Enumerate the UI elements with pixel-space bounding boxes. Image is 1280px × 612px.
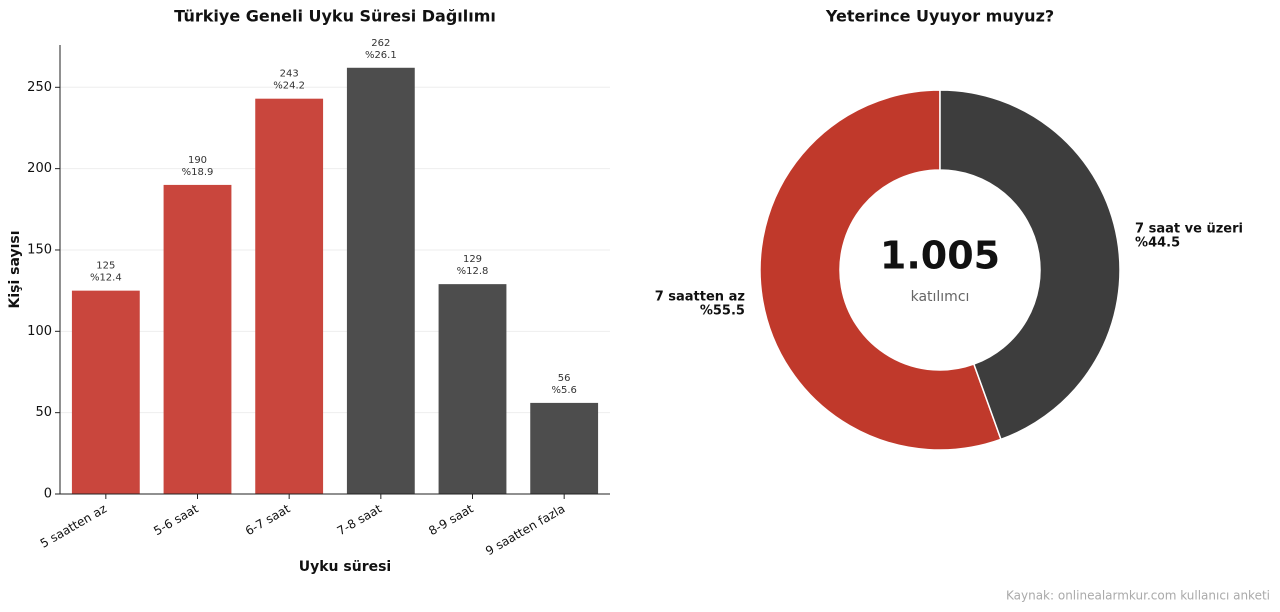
bar-value-label: 243 (280, 69, 299, 80)
bar (163, 184, 232, 494)
slice-value-label: %55.5 (700, 304, 745, 319)
slice-label: 7 saatten az (655, 290, 745, 305)
bar-value-label: 125 (96, 261, 115, 272)
bar (71, 290, 140, 494)
y-tick-label: 200 (27, 161, 52, 176)
x-tick-label: 5 saatten az (38, 502, 109, 551)
chart-title: Türkiye Geneli Uyku Süresi Dağılımı (174, 7, 496, 26)
bar-percent-label: %5.6 (551, 385, 576, 396)
center-sublabel: katılımcı (911, 289, 970, 305)
y-tick-label: 0 (44, 487, 52, 502)
bar (255, 98, 324, 494)
x-tick-label: 8-9 saat (426, 501, 476, 538)
x-tick-label: 9 saatten fazla (483, 502, 567, 559)
x-tick-label: 5-6 saat (151, 501, 201, 538)
chart-title: Yeterince Uyuyor muyuz? (825, 7, 1054, 26)
bar (346, 67, 415, 494)
bar-value-label: 129 (463, 254, 482, 265)
bar-value-label: 262 (371, 38, 390, 49)
bar-percent-label: %12.8 (457, 266, 489, 277)
y-tick-label: 150 (27, 242, 52, 257)
bar-value-label: 56 (558, 373, 571, 384)
donut-slice (939, 89, 1121, 441)
center-label: 1.005 (880, 234, 1000, 278)
bar-percent-label: %18.9 (182, 167, 214, 178)
slice-value-label: %44.5 (1135, 235, 1180, 250)
bar (530, 402, 599, 494)
bar-percent-label: %26.1 (365, 50, 397, 61)
bar (438, 284, 507, 494)
slice-label: 7 saat ve üzeri (1135, 221, 1243, 236)
y-tick-label: 100 (27, 324, 52, 339)
y-axis-label: Kişi sayısı (7, 230, 23, 308)
x-tick-label: 6-7 saat (243, 501, 293, 538)
y-tick-label: 250 (27, 80, 52, 95)
x-axis-label: Uyku süresi (299, 559, 391, 575)
bar-value-label: 190 (188, 155, 207, 166)
y-tick-label: 50 (35, 405, 52, 420)
x-tick-label: 7-8 saat (335, 501, 385, 538)
bar-percent-label: %12.4 (90, 273, 122, 284)
bar-percent-label: %24.2 (273, 81, 305, 92)
source-note: Kaynak: onlinealarmkur.com kullanıcı ank… (1006, 589, 1270, 603)
donut-slice (759, 89, 1002, 451)
